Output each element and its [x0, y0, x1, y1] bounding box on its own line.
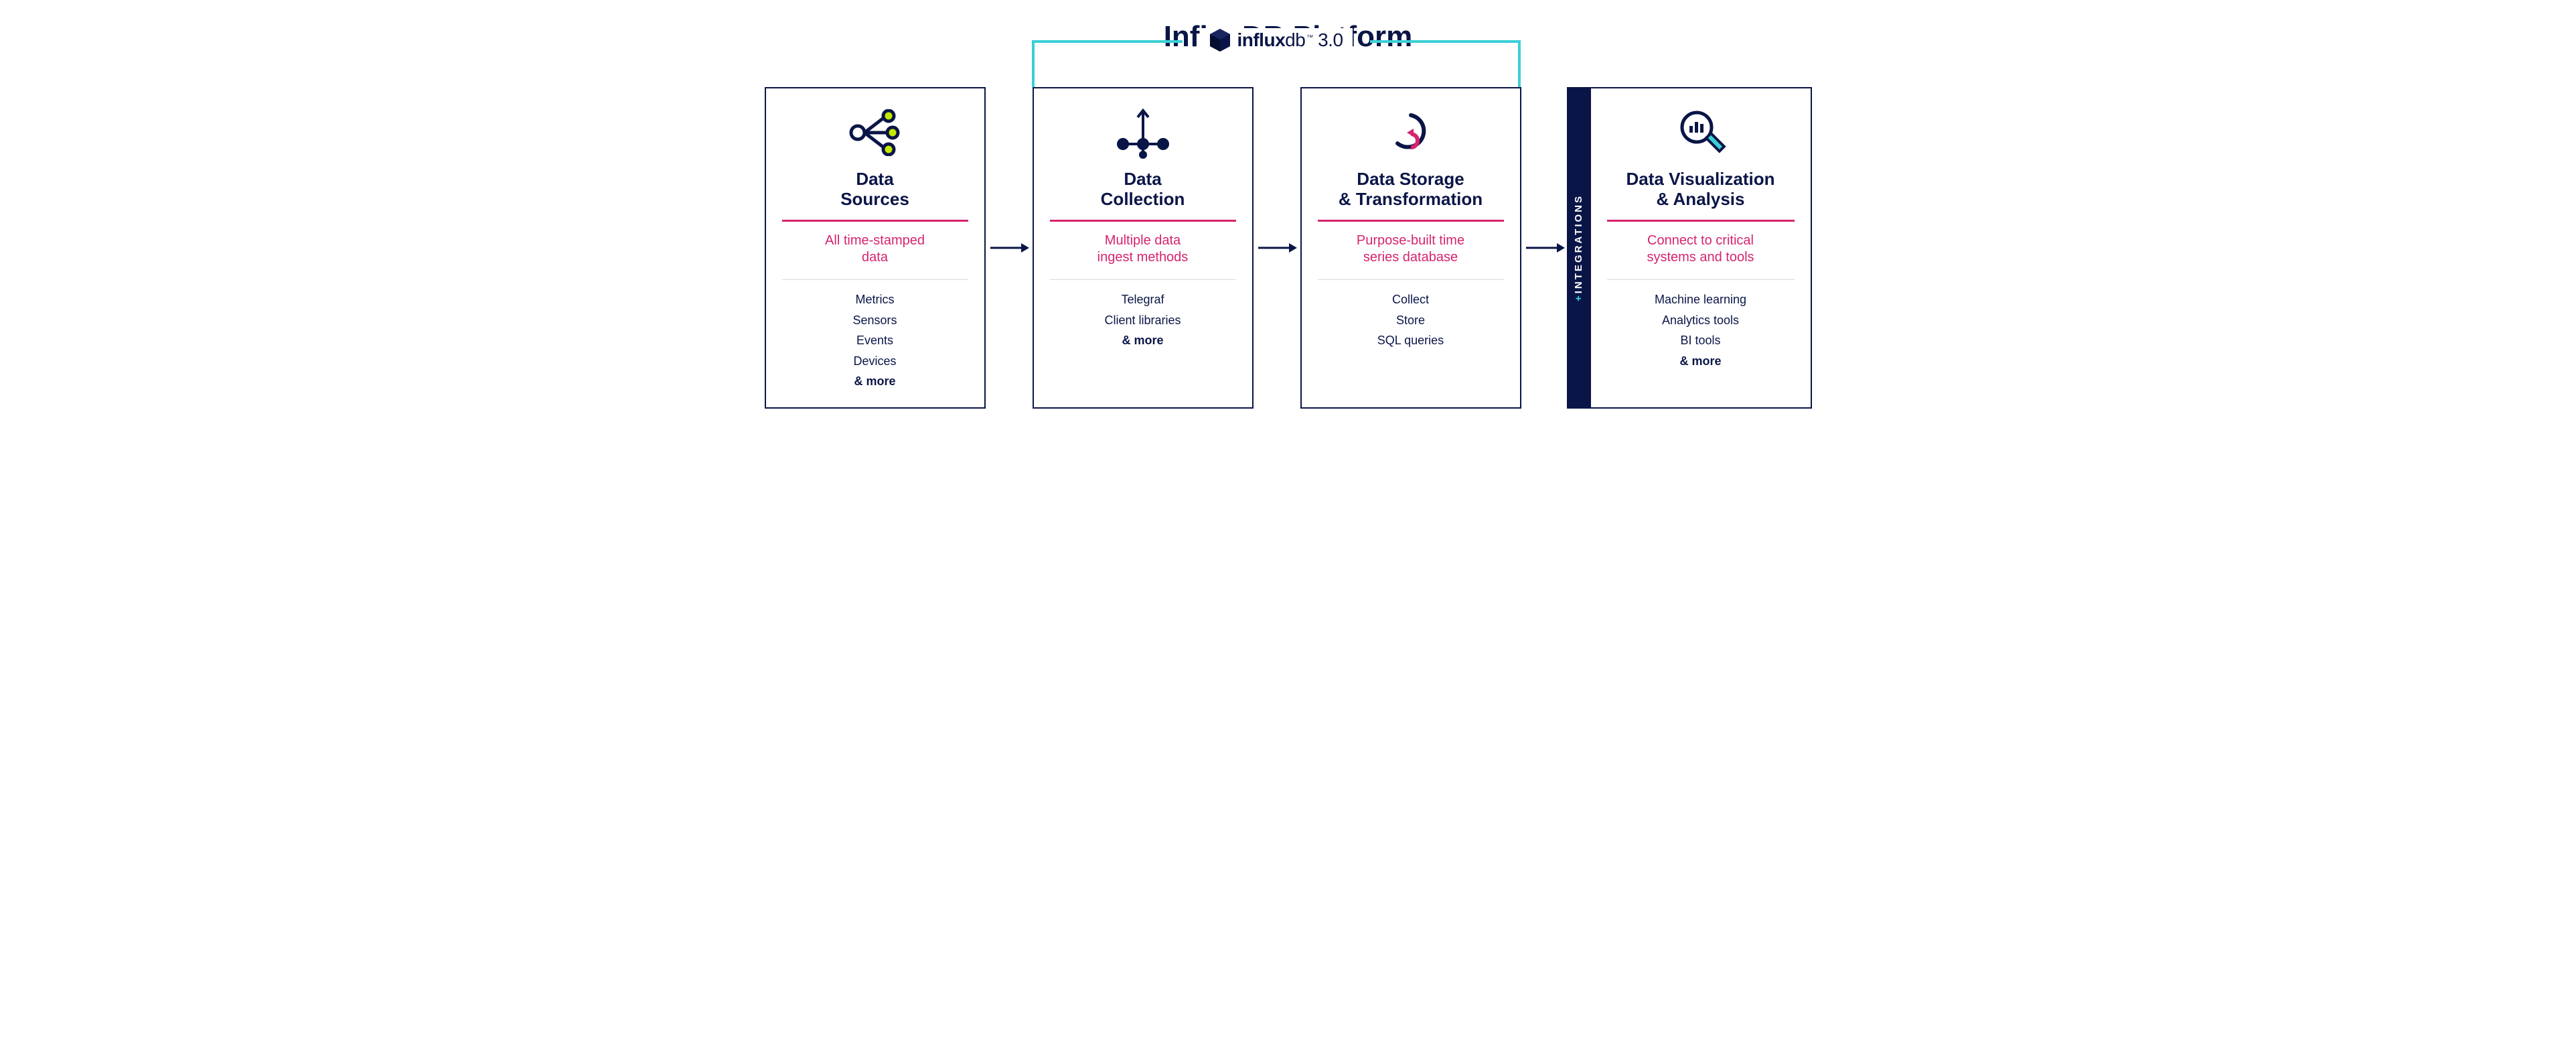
page-title: InfluxDB Platform: [13, 20, 2563, 54]
visualization-icon: [1675, 107, 1726, 158]
divider-gray: [1050, 279, 1236, 280]
card-items: Collect Store SQL queries: [1377, 289, 1444, 351]
card-subtitle: Connect to critical systems and tools: [1647, 232, 1754, 269]
divider-pink: [1318, 220, 1504, 222]
divider-pink: [1050, 220, 1236, 222]
card-heading: Data Collection: [1101, 169, 1185, 210]
divider-pink: [1607, 220, 1795, 222]
card-subtitle: Purpose-built time series database: [1357, 232, 1464, 269]
sources-icon: [847, 109, 903, 156]
arrow-icon: [986, 87, 1033, 409]
card-heading: Data Sources: [840, 169, 909, 210]
divider-pink: [782, 220, 968, 222]
card-data-sources: Data Sources All time-stamped data Metri…: [765, 87, 986, 409]
arrow-icon: [1254, 87, 1300, 409]
arrow-icon: [1521, 87, 1568, 409]
divider-gray: [782, 279, 968, 280]
integrations-bar: +INTEGRATIONS: [1567, 87, 1591, 409]
storage-icon: [1387, 109, 1435, 157]
card-items: Metrics Sensors Events Devices & more: [852, 289, 897, 392]
card-heading: Data Storage & Transformation: [1339, 169, 1483, 210]
card-items: Machine learning Analytics tools BI tool…: [1655, 289, 1746, 371]
card-data-visualization: Data Visualization & Analysis Connect to…: [1591, 87, 1812, 409]
card-data-storage: Data Storage & Transformation Purpose-bu…: [1300, 87, 1521, 409]
card-data-collection: Data Collection Multiple data ingest met…: [1033, 87, 1254, 409]
divider-gray: [1607, 279, 1795, 280]
card-subtitle: Multiple data ingest methods: [1097, 232, 1189, 269]
diagram-container: influxdb™ 3.0 Data Sources: [652, 87, 1924, 409]
card-heading: Data Visualization & Analysis: [1626, 169, 1774, 210]
card-subtitle: All time-stamped data: [825, 232, 925, 269]
divider-gray: [1318, 279, 1504, 280]
card-items: Telegraf Client libraries & more: [1104, 289, 1181, 351]
collection-icon: [1115, 107, 1171, 159]
